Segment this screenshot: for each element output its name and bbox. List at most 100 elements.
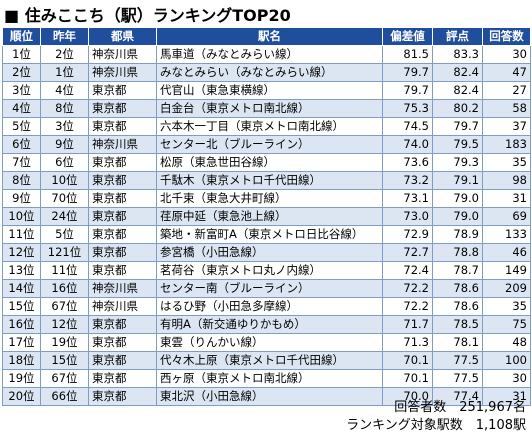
table-row: 2位 1位 神奈川県 みなとみらい（みなとみらい線） 79.7 82.4 47 <box>2 63 531 82</box>
last-year-cell: 11位 <box>40 261 89 280</box>
score-cell: 78.6 <box>432 297 483 316</box>
column-header: 昨年 <box>40 27 89 46</box>
station-cell: 松原（東急世田谷線） <box>156 153 383 172</box>
stations-note: ランキング対象駅数 1,108駅 <box>346 418 526 433</box>
station-cell: 千駄木（東京メトロ千代田線） <box>156 171 383 190</box>
station-cell: 東雲（りんかい線） <box>156 333 383 352</box>
score-cell: 79.1 <box>432 171 483 190</box>
last-year-cell: 67位 <box>40 369 89 388</box>
rank-cell: 16位 <box>2 315 41 334</box>
station-cell: 代官山（東急東横線） <box>156 81 383 100</box>
rank-cell: 20位 <box>2 387 41 406</box>
rank-cell: 8位 <box>2 171 41 190</box>
last-year-cell: 70位 <box>40 189 89 208</box>
rank-cell: 1位 <box>2 45 41 64</box>
last-year-cell: 8位 <box>40 99 89 118</box>
deviation-cell: 72.2 <box>382 297 433 316</box>
last-year-cell: 12位 <box>40 315 89 334</box>
last-year-cell: 3位 <box>40 117 89 136</box>
last-year-cell: 19位 <box>40 333 89 352</box>
prefecture-cell: 神奈川県 <box>88 279 157 298</box>
rank-cell: 5位 <box>2 117 41 136</box>
last-year-cell: 24位 <box>40 207 89 226</box>
table-row: 13位 11位 東京都 茗荷谷（東京メトロ丸ノ内線） 72.4 78.7 149 <box>2 261 531 280</box>
table-row: 3位 4位 東京都 代官山（東急東横線） 79.7 82.4 27 <box>2 81 531 100</box>
prefecture-cell: 東京都 <box>88 315 157 334</box>
count-cell: 35 <box>482 297 531 316</box>
prefecture-cell: 神奈川県 <box>88 135 157 154</box>
table-row: 11位 5位 東京都 築地・新富町A（東京メトロ日比谷線） 72.9 78.9 133 <box>2 225 531 244</box>
column-header: 駅名 <box>156 27 383 46</box>
rank-cell: 17位 <box>2 333 41 352</box>
table-row: 16位 12位 東京都 有明A（新交通ゆりかもめ） 71.7 78.5 75 <box>2 315 531 334</box>
respondents-note: 回答者数 251,967名 <box>394 400 526 415</box>
table-row: 7位 6位 東京都 松原（東急世田谷線） 73.6 79.3 35 <box>2 153 531 172</box>
table-row: 1位 2位 神奈川県 馬車道（みなとみらい線） 81.5 83.3 30 <box>2 45 531 64</box>
deviation-cell: 75.3 <box>382 99 433 118</box>
score-cell: 78.5 <box>432 315 483 334</box>
rank-cell: 12位 <box>2 243 41 262</box>
count-cell: 149 <box>482 261 531 280</box>
count-cell: 35 <box>482 153 531 172</box>
count-cell: 100 <box>482 351 531 370</box>
last-year-cell: 15位 <box>40 351 89 370</box>
score-cell: 78.8 <box>432 243 483 262</box>
header-row: 順位 昨年 都県 駅名 偏差値 評点 回答数 <box>2 27 531 46</box>
score-cell: 78.6 <box>432 279 483 298</box>
station-cell: センター北（ブルーライン） <box>156 135 383 154</box>
count-cell: 27 <box>482 81 531 100</box>
last-year-cell: 121位 <box>40 243 89 262</box>
table-row: 17位 19位 東京都 東雲（りんかい線） 71.3 78.1 48 <box>2 333 531 352</box>
score-cell: 78.9 <box>432 225 483 244</box>
count-cell: 209 <box>482 279 531 298</box>
rank-cell: 4位 <box>2 99 41 118</box>
rank-cell: 7位 <box>2 153 41 172</box>
prefecture-cell: 神奈川県 <box>88 297 157 316</box>
count-cell: 69 <box>482 207 531 226</box>
prefecture-cell: 東京都 <box>88 189 157 208</box>
deviation-cell: 70.0 <box>382 387 433 406</box>
deviation-cell: 73.0 <box>382 207 433 226</box>
station-cell: みなとみらい（みなとみらい線） <box>156 63 383 82</box>
prefecture-cell: 東京都 <box>88 369 157 388</box>
score-cell: 82.4 <box>432 63 483 82</box>
count-cell: 37 <box>482 117 531 136</box>
rank-cell: 6位 <box>2 135 41 154</box>
count-cell: 98 <box>482 171 531 190</box>
score-cell: 77.5 <box>432 351 483 370</box>
score-cell: 79.3 <box>432 153 483 172</box>
prefecture-cell: 東京都 <box>88 243 157 262</box>
score-cell: 83.3 <box>432 45 483 64</box>
rank-cell: 11位 <box>2 225 41 244</box>
table-row: 18位 15位 東京都 代々木上原（東京メトロ千代田線） 70.1 77.5 100 <box>2 351 531 370</box>
deviation-cell: 70.1 <box>382 351 433 370</box>
deviation-cell: 72.9 <box>382 225 433 244</box>
score-cell: 79.5 <box>432 135 483 154</box>
table-row: 10位 24位 東京都 荏原中延（東急池上線） 73.0 79.0 69 <box>2 207 531 226</box>
deviation-cell: 73.1 <box>382 189 433 208</box>
prefecture-cell: 東京都 <box>88 261 157 280</box>
column-header: 順位 <box>2 27 41 46</box>
score-cell: 77.5 <box>432 369 483 388</box>
station-cell: 築地・新富町A（東京メトロ日比谷線） <box>156 225 383 244</box>
station-cell: 北千束（東急大井町線） <box>156 189 383 208</box>
station-cell: 茗荷谷（東京メトロ丸ノ内線） <box>156 261 383 280</box>
deviation-cell: 79.7 <box>382 81 433 100</box>
last-year-cell: 16位 <box>40 279 89 298</box>
page-title: ■ 住みここち（駅）ランキングTOP20 <box>4 6 291 25</box>
table-body: 1位 2位 神奈川県 馬車道（みなとみらい線） 81.5 83.3 30 2位 1位 神奈川県 みな… <box>2 45 531 406</box>
count-cell: 47 <box>482 63 531 82</box>
prefecture-cell: 東京都 <box>88 351 157 370</box>
prefecture-cell: 東京都 <box>88 99 157 118</box>
prefecture-cell: 東京都 <box>88 171 157 190</box>
score-cell: 79.7 <box>432 117 483 136</box>
count-cell: 133 <box>482 225 531 244</box>
station-cell: 白金台（東京メトロ南北線） <box>156 99 383 118</box>
rank-cell: 3位 <box>2 81 41 100</box>
table-row: 5位 3位 東京都 六本木一丁目（東京メトロ南北線） 74.5 79.7 37 <box>2 117 531 136</box>
rank-cell: 18位 <box>2 351 41 370</box>
column-header: 評点 <box>432 27 483 46</box>
rank-cell: 2位 <box>2 63 41 82</box>
table-row: 19位 67位 東京都 西ヶ原（東京メトロ南北線） 70.1 77.5 30 <box>2 369 531 388</box>
